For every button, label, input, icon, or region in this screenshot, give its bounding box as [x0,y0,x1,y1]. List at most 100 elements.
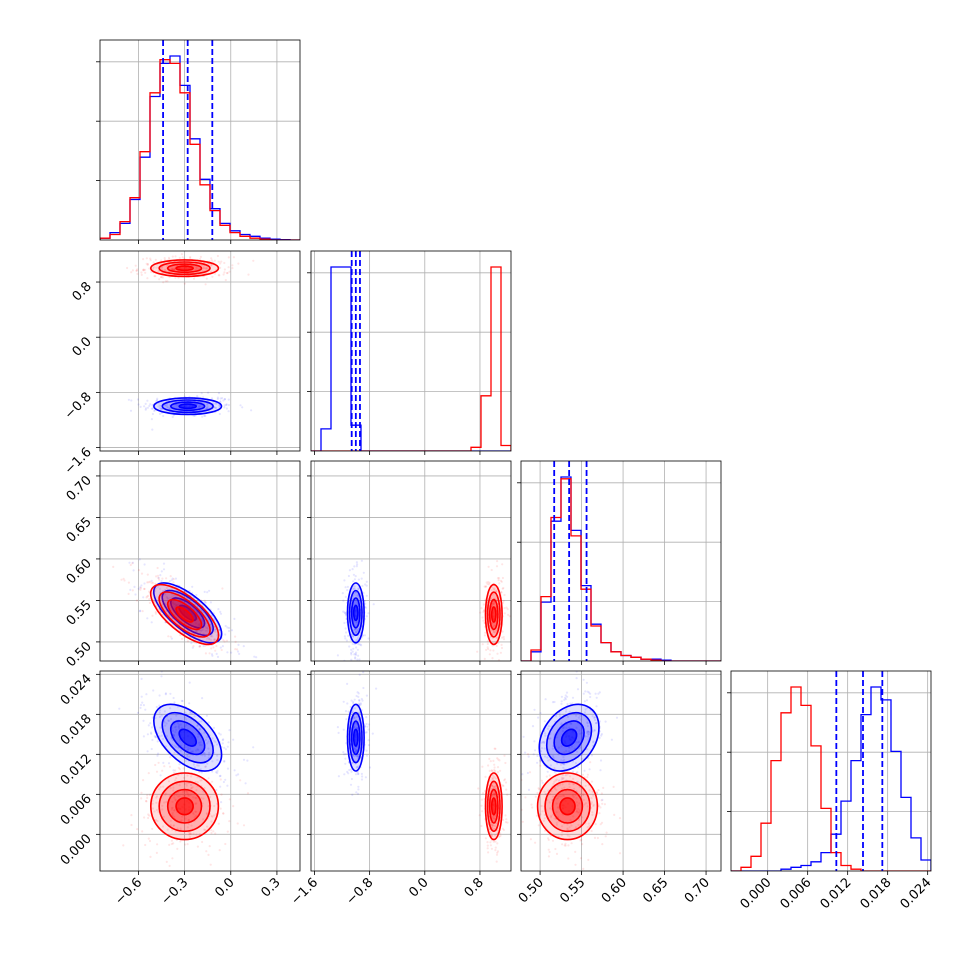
sample-point [200,779,203,782]
sample-point [168,843,171,847]
sample-point [201,840,204,844]
contour-line [352,728,359,747]
sample-point [149,259,152,262]
sample-point [359,702,362,705]
sample-point [160,402,163,405]
sample-point [590,754,594,757]
sample-point [190,832,193,836]
sample-point [553,700,556,704]
sample-point [584,690,587,693]
sample-point [194,796,197,800]
sample-point [531,725,535,728]
sample-point [185,782,188,785]
sample-point [590,829,593,833]
sample-point [143,587,146,591]
sample-point [497,659,501,661]
sample-point [560,776,564,779]
sample-point [353,565,356,568]
sample-point [503,593,506,597]
sample-point [162,281,165,284]
sample-point [212,830,215,833]
sample-point [158,578,161,581]
sample-point [359,703,362,706]
sample-point [159,276,163,279]
sample-point [214,406,217,409]
sample-point [586,730,589,733]
sample-point [561,729,565,733]
sample-point [192,796,195,799]
sample-point [224,624,227,628]
sample-point [215,406,218,409]
sample-point [165,577,168,580]
sample-point [204,601,207,604]
sample-point [350,653,353,656]
sample-point [367,723,371,726]
sample-point [356,629,359,632]
sample-point [227,398,230,401]
sample-point [547,759,550,762]
sample-point [198,645,201,648]
sample-point [190,783,193,787]
sample-point [543,747,546,750]
sample-point [354,750,358,753]
sample-point [123,579,126,582]
sample-point [564,774,567,777]
sample-point [356,765,359,769]
sample-point [195,796,198,800]
sample-point [560,722,563,725]
sample-point [131,562,134,565]
sample-point [173,751,176,754]
sample-point [204,765,207,768]
sample-point [205,407,208,410]
sample-point [368,766,372,769]
sample-point [171,255,174,258]
sample-point [177,725,180,728]
sample-point [598,720,602,723]
sample-point [481,616,484,619]
sample-point [356,593,359,596]
sample-point [482,610,485,614]
sample-point [353,585,356,588]
sample-point [495,565,499,568]
sample-point [579,857,583,860]
sample-point [216,397,219,401]
sample-point [586,724,590,728]
sample-point [598,736,601,740]
sample-point [597,692,600,695]
sample-point [600,734,603,737]
sample-point [493,601,496,604]
sample-point [566,834,569,837]
sample-point [165,860,168,864]
sample-point [201,754,204,757]
sample-point [585,699,589,702]
sample-point [252,259,255,262]
sample-point [595,696,598,699]
sample-point [221,587,224,590]
sample-point [538,788,541,791]
sample-point [155,575,158,578]
sample-point [170,839,173,842]
sample-point [226,272,229,275]
sample-point [209,623,212,626]
sample-point [214,832,217,835]
sample-point [171,595,174,598]
sample-point [573,787,576,790]
sample-point [157,585,160,588]
sample-point [146,750,149,753]
contour-line [158,261,211,276]
sample-point [234,640,237,644]
sample-point [136,268,139,271]
sample-point [565,708,568,711]
x-tick-label: 0.70 [682,875,713,906]
sample-point [154,258,157,261]
sample-point [365,615,368,618]
sample-point [147,581,150,584]
sample-point [516,802,518,804]
sample-point [212,726,216,730]
sample-point [578,802,581,805]
sample-point [543,817,546,820]
sample-point [490,568,493,572]
sample-point [487,583,491,586]
sample-point [204,828,207,832]
sample-point [152,266,155,269]
